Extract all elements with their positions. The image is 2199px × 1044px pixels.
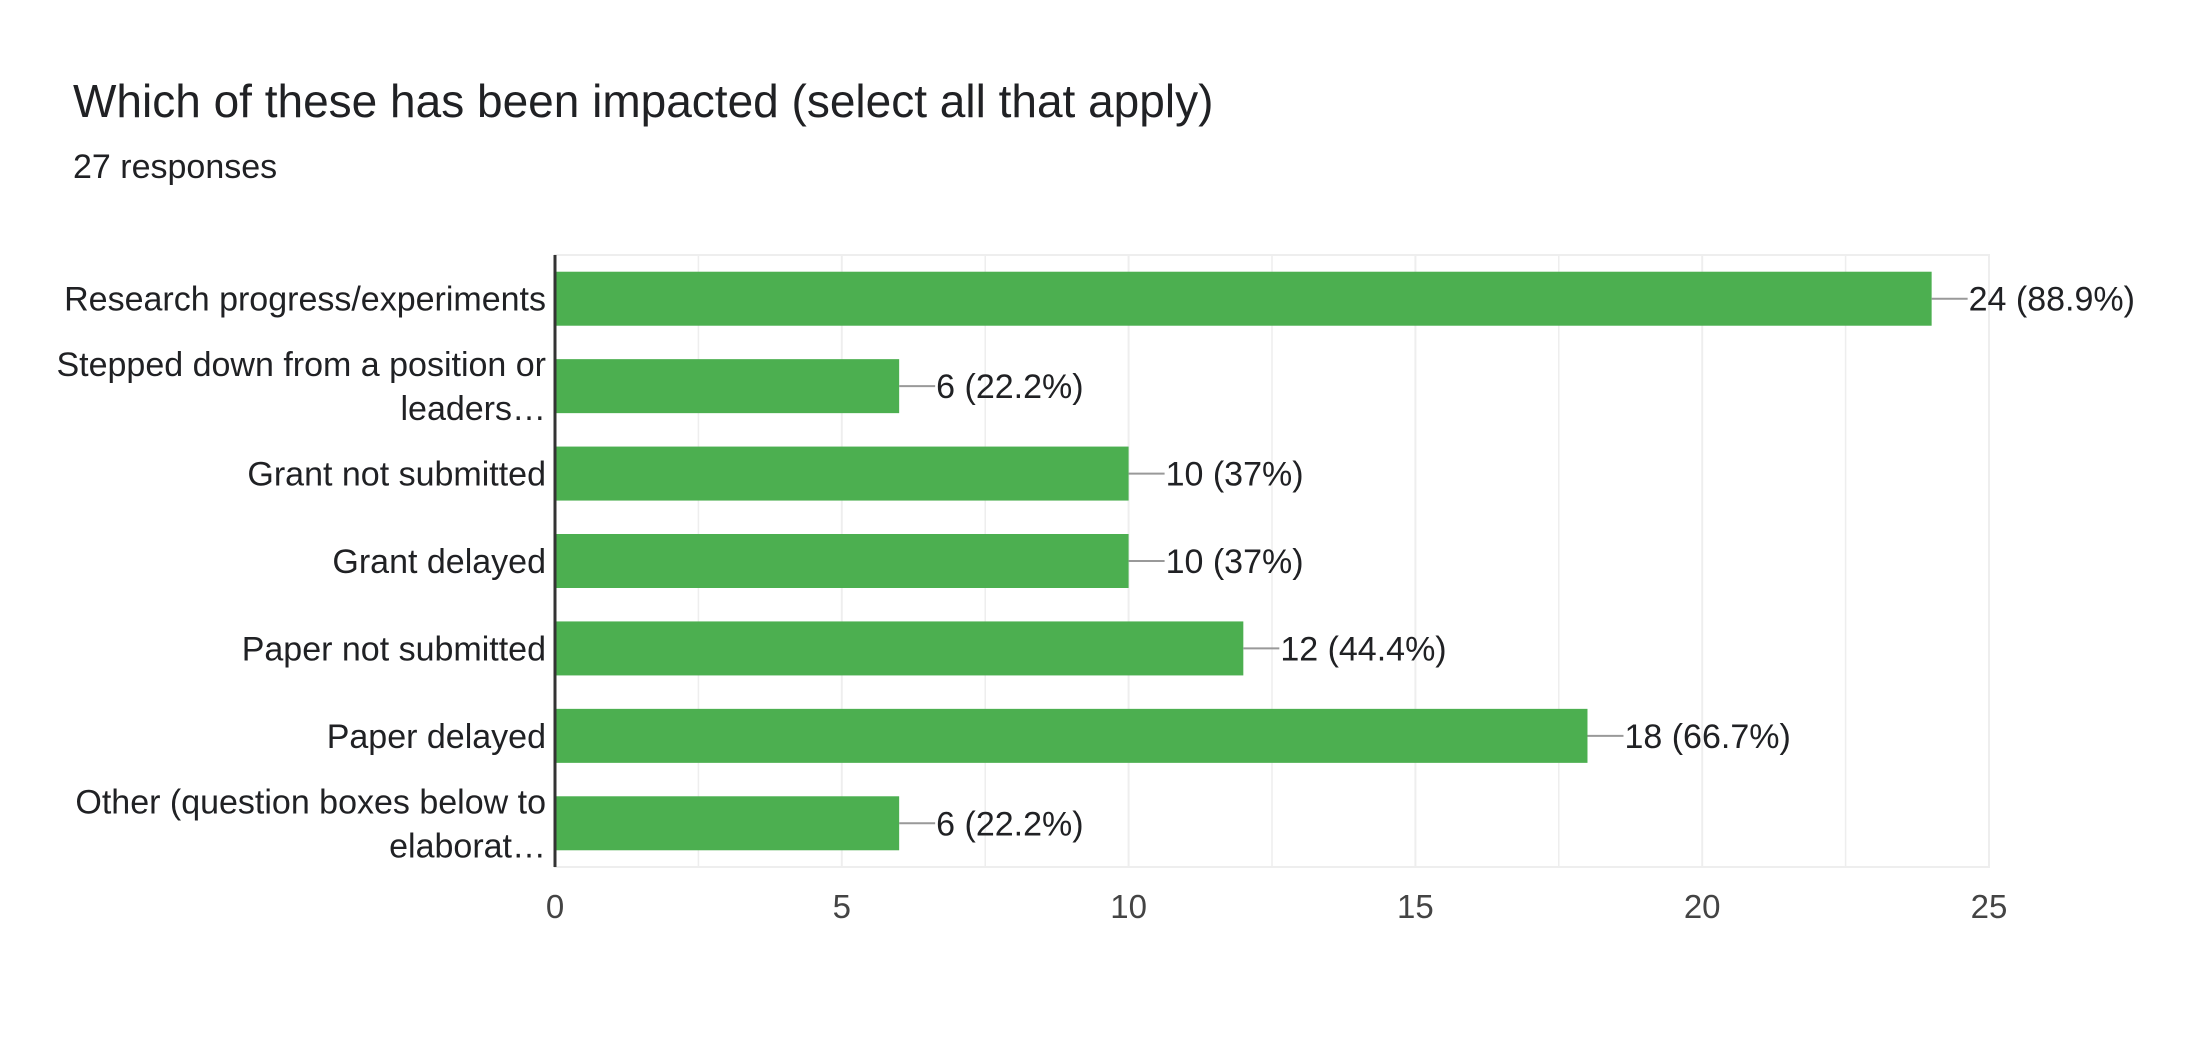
category-label: leaders… xyxy=(400,390,546,428)
x-tick-label: 10 xyxy=(1110,888,1147,925)
data-label: 6 (22.2%) xyxy=(936,368,1083,406)
x-tick-label: 25 xyxy=(1971,888,2008,925)
bar xyxy=(555,796,900,851)
x-tick-label: 15 xyxy=(1397,888,1434,925)
bar xyxy=(555,359,900,414)
data-label: 12 (44.4%) xyxy=(1280,630,1446,668)
bar xyxy=(555,271,1932,326)
x-tick-label: 5 xyxy=(833,888,851,925)
bar xyxy=(555,708,1588,763)
x-tick-label: 0 xyxy=(546,888,564,925)
data-label: 6 (22.2%) xyxy=(936,805,1083,843)
category-label: Paper not submitted xyxy=(242,630,546,668)
category-label: Grant not submitted xyxy=(247,456,546,494)
category-label: Research progress/experiments xyxy=(64,281,546,319)
x-tick-label: 20 xyxy=(1684,888,1721,925)
data-label: 10 (37%) xyxy=(1166,543,1304,581)
chart-title: Which of these has been impacted (select… xyxy=(73,75,1214,127)
bar xyxy=(555,534,1129,588)
data-label: 18 (66.7%) xyxy=(1624,718,1790,756)
bar xyxy=(555,621,1244,676)
data-label: 10 (37%) xyxy=(1166,456,1304,494)
category-label: Paper delayed xyxy=(327,718,546,756)
category-label: Other (question boxes below to xyxy=(75,783,546,821)
category-label: Grant delayed xyxy=(332,543,546,581)
bar xyxy=(555,446,1129,501)
data-label: 24 (88.9%) xyxy=(1969,281,2135,319)
category-label: Stepped down from a position or xyxy=(56,346,546,384)
response-count: 27 responses xyxy=(73,148,278,186)
category-label: elaborat… xyxy=(389,827,546,865)
